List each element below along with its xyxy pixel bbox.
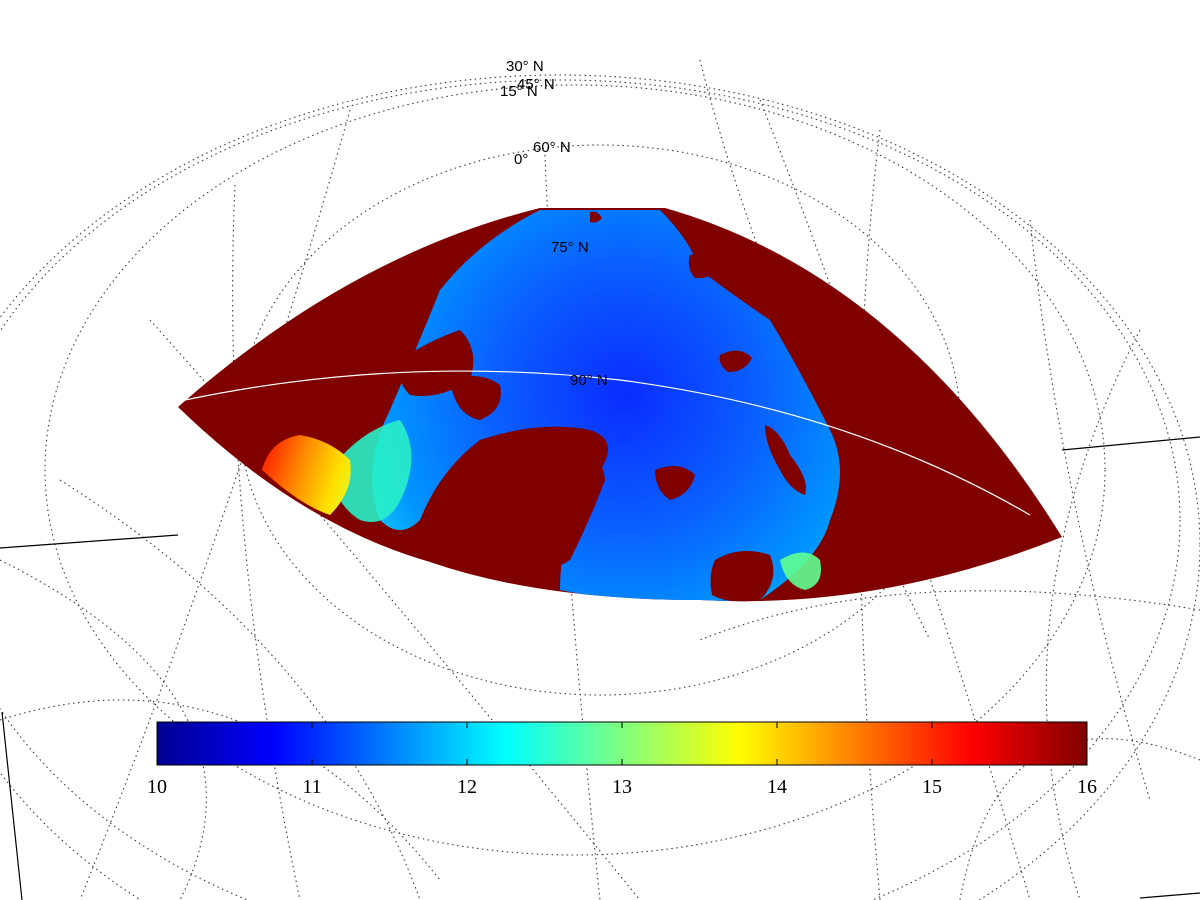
latitude-labels: 30° N 45° N 15° N 0° 60° N 75° N 90° N	[500, 58, 608, 389]
hudson-bay	[262, 435, 351, 515]
svalbard	[655, 466, 695, 500]
ellesmere-island	[450, 376, 501, 420]
colorbar: 10 11 12 13 14 15 16	[147, 721, 1097, 798]
colorbar-tick-label: 14	[767, 776, 787, 798]
scandinavia	[710, 551, 774, 602]
map-frame	[0, 436, 1200, 900]
graticule-meridian	[0, 699, 441, 881]
lat-label-15: 15° N	[500, 83, 538, 100]
frame-line-left	[0, 534, 179, 549]
greenland	[460, 428, 605, 570]
colorbar-tick-label: 15	[922, 776, 942, 798]
colorbar-tick-label: 16	[1077, 776, 1097, 798]
lat-label-30: 30° N	[506, 58, 544, 75]
graticule-meridian	[232, 184, 301, 900]
graticule-circle	[0, 79, 1181, 900]
frame-line-right	[1061, 436, 1200, 451]
frame-edge-bottom-right	[1139, 892, 1200, 899]
colorbar-ticks: 10 11 12 13 14 15 16	[147, 722, 1097, 798]
lat-label-60: 60° N	[533, 139, 571, 156]
lat-label-90: 90° N	[570, 372, 608, 389]
graticule-meridian	[1029, 219, 1151, 801]
lat-label-75: 75° N	[551, 239, 589, 256]
graticule-circle	[44, 84, 1106, 856]
graticule-meridian	[0, 559, 207, 900]
graticule-meridian	[1045, 329, 1141, 900]
ground-track	[184, 370, 1031, 516]
novaya-zemlya	[765, 425, 806, 495]
data-region	[178, 208, 1062, 602]
colorbar-tick-label: 11	[302, 776, 321, 798]
graticule-meridian	[59, 479, 421, 900]
graticule-meridian	[859, 129, 881, 900]
colorbar-tick-label: 13	[612, 776, 632, 798]
franz-josef-land	[719, 350, 752, 372]
graticule-meridian	[79, 109, 351, 900]
colorbar-gradient	[156, 721, 1088, 766]
new-siberian-islands	[688, 253, 720, 279]
frame-edge-left	[1, 711, 23, 900]
shelf-sea-west	[330, 420, 412, 522]
wrangel-island	[590, 211, 602, 223]
lat-label-0: 0°	[514, 151, 528, 168]
colorbar-tick-label: 12	[457, 776, 477, 798]
graticule-meridian	[699, 590, 1200, 641]
colorbar-tick-label: 10	[147, 776, 167, 798]
graticule-circle	[0, 74, 1200, 900]
shelf-sea-east	[780, 552, 821, 590]
arctic-ocean	[372, 210, 840, 602]
lat-label-45: 45° N	[517, 76, 555, 93]
